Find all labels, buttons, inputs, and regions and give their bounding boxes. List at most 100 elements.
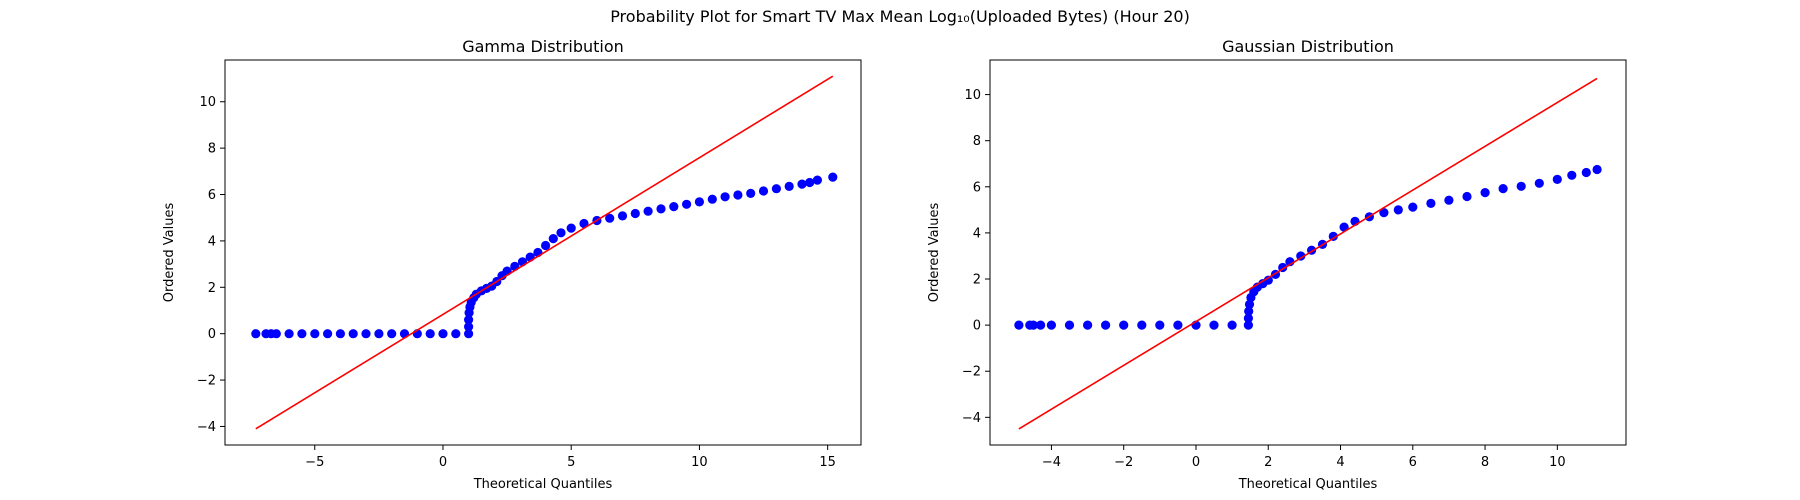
- gamma-panel: Gamma Distribution Theoretical Quantiles…: [162, 37, 862, 492]
- gamma-point: [438, 329, 448, 339]
- gaussian-point: [1046, 320, 1056, 330]
- gaussian-point: [1379, 208, 1389, 218]
- gaussian-point: [1498, 184, 1508, 194]
- gaussian-xtick-label: 2: [1264, 455, 1272, 470]
- gamma-point: [605, 213, 615, 223]
- gaussian-point: [1083, 320, 1093, 330]
- gaussian-ytick-label: −4: [962, 411, 981, 426]
- gaussian-ytick-label: 0: [973, 319, 981, 334]
- gaussian-xtick-label: −4: [1042, 455, 1061, 470]
- gaussian-point: [1592, 164, 1602, 175]
- gamma-point: [643, 206, 653, 216]
- gaussian-point: [1243, 313, 1253, 323]
- gamma-point: [541, 240, 551, 251]
- gamma-point: [348, 329, 358, 339]
- gamma-xtick-label: −5: [305, 455, 324, 470]
- gaussian-ytick-label: 2: [973, 273, 981, 288]
- gamma-point: [374, 329, 384, 339]
- gaussian-point: [1426, 198, 1436, 208]
- gaussian-point: [1516, 181, 1526, 191]
- gaussian-ytick-label: 8: [973, 134, 981, 149]
- gamma-point: [387, 329, 397, 339]
- gaussian-point: [1328, 231, 1338, 241]
- gamma-point: [656, 204, 666, 214]
- gaussian-ytick-label: 4: [973, 226, 981, 241]
- gaussian-plot-area: [1014, 77, 1602, 430]
- gamma-ytick-label: 4: [208, 234, 216, 249]
- gaussian-point: [1227, 320, 1237, 330]
- gamma-xtick-label: 10: [691, 455, 708, 470]
- gaussian-panel: Gaussian Distribution Theoretical Quanti…: [927, 37, 1627, 492]
- gamma-plot-area: [251, 75, 838, 430]
- gaussian-point: [1028, 320, 1038, 330]
- gamma-point: [805, 177, 815, 188]
- gamma-ytick-label: 2: [208, 281, 216, 296]
- gamma-point: [425, 329, 435, 339]
- gamma-point: [284, 329, 294, 339]
- gaussian-point: [1393, 205, 1403, 215]
- gaussian-point: [1244, 299, 1255, 309]
- gamma-xlabel: Theoretical Quantiles: [473, 477, 613, 492]
- gamma-ytick-label: −4: [197, 420, 216, 435]
- gaussian-xtick-label: 8: [1481, 455, 1489, 470]
- gaussian-point: [1581, 167, 1591, 178]
- gamma-point: [361, 329, 371, 339]
- gaussian-point: [1263, 275, 1273, 285]
- gaussian-point: [1243, 320, 1253, 330]
- gamma-point: [630, 208, 640, 219]
- gamma-point: [399, 329, 410, 339]
- gamma-point: [758, 186, 769, 196]
- gaussian-point: [1064, 320, 1075, 330]
- gamma-point: [771, 184, 782, 194]
- gamma-point: [464, 329, 474, 339]
- gamma-point: [451, 329, 461, 339]
- gaussian-point: [1244, 306, 1254, 316]
- gaussian-point: [1534, 178, 1544, 188]
- gaussian-point: [1119, 320, 1129, 330]
- gamma-point: [720, 192, 730, 202]
- gamma-xtick-label: 15: [819, 455, 836, 470]
- gaussian-point: [1296, 251, 1306, 261]
- gamma-point: [297, 329, 307, 339]
- gamma-point: [797, 179, 807, 189]
- gaussian-point: [1173, 320, 1183, 330]
- gaussian-point: [1444, 195, 1454, 205]
- gaussian-point: [1567, 170, 1577, 180]
- gaussian-point: [1209, 320, 1219, 330]
- gamma-point: [251, 329, 261, 339]
- gamma-point: [694, 197, 705, 207]
- gamma-point: [323, 329, 333, 339]
- gamma-point: [335, 329, 345, 339]
- gaussian-xtick-label: −2: [1114, 455, 1133, 470]
- gaussian-axes-frame: [989, 59, 1627, 446]
- gamma-ylabel: Ordered Values: [162, 203, 177, 303]
- gaussian-xtick-label: 6: [1409, 455, 1417, 470]
- gamma-ytick-label: 10: [199, 95, 216, 110]
- gaussian-xtick-label: 4: [1336, 455, 1344, 470]
- gamma-point: [464, 322, 474, 332]
- gamma-point: [548, 234, 558, 244]
- gamma-xtick-label: 5: [567, 455, 575, 470]
- gamma-ytick-label: 8: [208, 142, 216, 157]
- gamma-point: [784, 181, 794, 191]
- figure-title: Probability Plot for Smart TV Max Mean L…: [610, 7, 1190, 26]
- gaussian-point: [1552, 174, 1562, 184]
- gamma-point: [556, 228, 566, 238]
- gamma-point: [707, 194, 717, 204]
- gamma-fit-line: [255, 75, 834, 430]
- gamma-axes-frame: [224, 59, 862, 446]
- gamma-xtick-label: 0: [439, 455, 447, 470]
- gamma-point: [812, 175, 823, 185]
- gamma-ytick-label: −2: [197, 374, 216, 389]
- gaussian-point: [1155, 320, 1165, 330]
- gamma-point: [464, 315, 474, 325]
- gaussian-point: [1014, 320, 1024, 330]
- gamma-point: [566, 223, 576, 233]
- gaussian-xlabel: Theoretical Quantiles: [1238, 477, 1378, 492]
- gaussian-point: [1480, 188, 1490, 198]
- gamma-point: [828, 172, 838, 182]
- gamma-point: [271, 329, 281, 339]
- gamma-point: [682, 199, 692, 209]
- gaussian-xtick-label: 0: [1192, 455, 1200, 470]
